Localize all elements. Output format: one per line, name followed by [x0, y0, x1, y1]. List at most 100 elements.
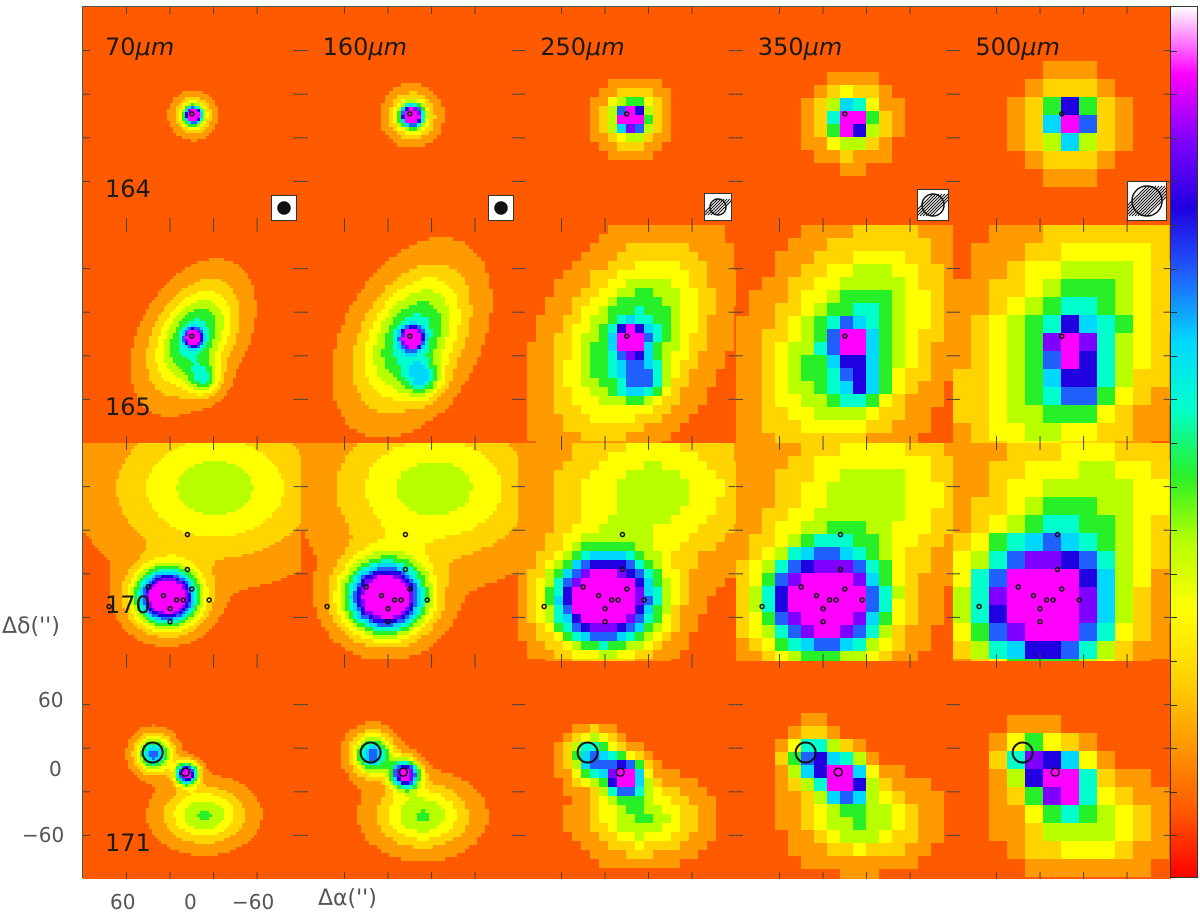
source-marker [1059, 586, 1065, 592]
colorbar [1170, 6, 1198, 878]
source-marker [406, 586, 413, 592]
source-marker [167, 619, 173, 625]
wavelength-label: 500μm [975, 33, 1059, 61]
source-marker [378, 592, 384, 599]
colorbar-tick [1171, 137, 1177, 139]
intensity-map [735, 661, 954, 879]
colorbar-tick [1171, 617, 1177, 619]
source-marker [619, 566, 626, 573]
source-marker [206, 597, 212, 603]
source-marker [406, 111, 413, 117]
map-panel-164-250: 250μm [518, 7, 737, 226]
source-marker [602, 619, 608, 625]
colorbar-tick [1171, 50, 1177, 52]
colorbar-tick [1171, 661, 1177, 662]
colorbar-tick [1171, 748, 1177, 750]
source-marker [1055, 531, 1061, 538]
colorbar-tick [1171, 94, 1177, 96]
colorbar-tick [1171, 268, 1177, 270]
source-marker [826, 597, 833, 603]
source-marker [323, 603, 330, 610]
wavelength-label: 350μm [758, 33, 842, 61]
intensity-map [735, 443, 954, 661]
intensity-map [300, 225, 519, 443]
source-marker [402, 531, 408, 538]
colorbar-tick [1171, 355, 1177, 357]
x-tick-label: −60 [232, 890, 274, 914]
x-tick-label: 0 [184, 890, 197, 914]
intensity-map [83, 443, 301, 661]
source-marker [859, 597, 865, 603]
source-marker [624, 333, 630, 339]
source-marker [180, 597, 186, 603]
source-marker [1012, 741, 1035, 764]
map-panel-164-70: 70μm 164 [83, 7, 302, 226]
colorbar-tick [1171, 530, 1177, 532]
map-panel-164-160: 160μm [300, 7, 520, 226]
colorbar-tick [1171, 443, 1177, 444]
source-marker [576, 741, 599, 764]
map-panel-170-250 [518, 443, 737, 662]
map-panel-164-500: 500μm [953, 7, 1171, 226]
image-grid: 70μm 164 160μm 250μm 350μm 500μm 165 170 171 [82, 6, 1171, 879]
map-panel-165-350 [735, 225, 955, 444]
map-panel-171-350 [735, 661, 955, 879]
source-marker [976, 603, 983, 610]
source-marker [391, 597, 397, 603]
intensity-map [518, 443, 736, 661]
source-id-label: 164 [105, 175, 151, 203]
source-marker [595, 592, 602, 599]
source-marker [619, 531, 626, 538]
source-marker [424, 597, 430, 603]
source-id-label: 171 [105, 829, 151, 857]
source-marker [833, 767, 843, 777]
source-marker [837, 566, 843, 573]
y-tick-label: −60 [22, 823, 64, 847]
source-marker [841, 111, 848, 117]
intensity-map [83, 661, 301, 879]
colorbar-tick [1171, 399, 1177, 401]
source-marker [184, 566, 191, 573]
intensity-map [735, 7, 954, 225]
y-tick-label: 0 [49, 757, 62, 781]
colorbar-tick [1171, 181, 1177, 183]
source-marker [1076, 597, 1083, 603]
source-marker [841, 333, 848, 339]
map-panel-171-160 [300, 661, 520, 879]
source-marker [841, 586, 848, 592]
source-marker [1059, 111, 1065, 117]
intensity-map [300, 443, 519, 661]
source-marker [363, 584, 369, 590]
map-panel-171-500 [953, 661, 1171, 879]
map-panel-171-70: 171 [83, 661, 302, 879]
beam-size-icon [1126, 181, 1167, 221]
source-marker [106, 603, 112, 610]
source-marker [820, 619, 826, 625]
source-marker [1055, 566, 1061, 573]
map-panel-170-350 [735, 443, 955, 662]
beam-size-icon [488, 195, 515, 221]
x-axis-label: Δα('') [318, 886, 377, 911]
source-marker [402, 566, 408, 573]
beam-size-icon [917, 189, 950, 221]
colorbar-tick [1171, 835, 1177, 837]
source-marker [141, 741, 164, 764]
source-marker [1015, 584, 1022, 590]
intensity-map [953, 7, 1171, 225]
source-marker [759, 603, 765, 610]
source-marker [798, 584, 804, 590]
source-marker [397, 597, 404, 603]
source-marker [1037, 605, 1044, 612]
map-panel-170-500 [953, 443, 1171, 662]
map-panel-170-160 [300, 443, 520, 662]
intensity-map [518, 225, 736, 443]
wavelength-label: 250μm [540, 33, 624, 61]
source-marker [189, 333, 195, 339]
map-panel-165-500 [953, 225, 1171, 444]
source-marker [384, 605, 391, 612]
map-panel-165-160 [300, 225, 520, 444]
source-id-label: 170 [105, 591, 151, 619]
x-tick-label: 60 [110, 890, 135, 914]
source-marker [398, 767, 408, 777]
map-panel-165-70: 165 [83, 225, 302, 444]
